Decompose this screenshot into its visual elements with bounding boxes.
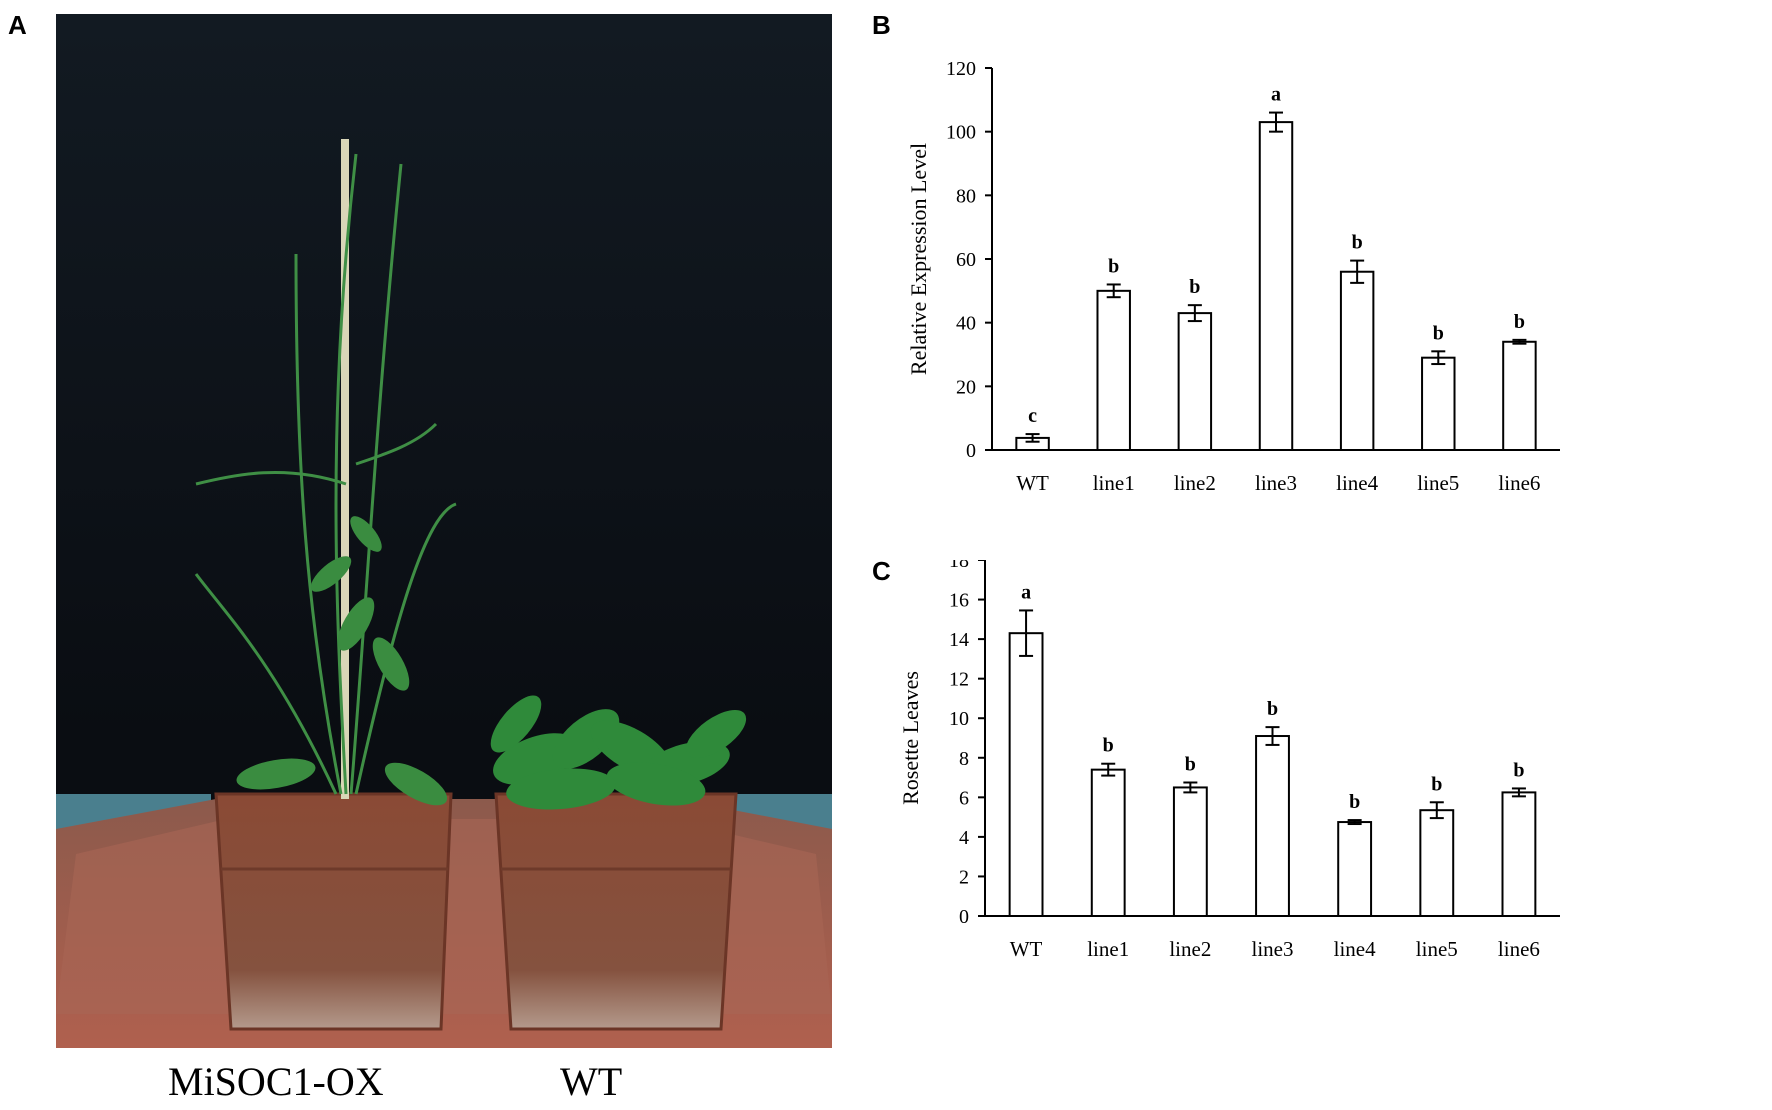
significance-label: b [1103, 735, 1114, 757]
x-tick-label: WT [1010, 937, 1043, 961]
x-tick-label: line6 [1498, 471, 1540, 495]
y-axis-label: Rosette Leaves [898, 671, 923, 805]
y-tick-label: 0 [959, 906, 969, 928]
y-tick-label: 8 [959, 748, 969, 770]
x-tick-label: line1 [1093, 471, 1135, 495]
significance-label: b [1433, 322, 1444, 344]
significance-label: c [1028, 405, 1037, 427]
x-tick-label: line6 [1498, 937, 1540, 961]
y-tick-label: 10 [949, 708, 969, 730]
caption-misoc1-ox: MiSOC1-OX [168, 1059, 384, 1104]
bar [1255, 735, 1290, 917]
significance-label: b [1513, 759, 1524, 781]
bar [1337, 821, 1373, 917]
x-tick-label: line2 [1169, 937, 1211, 961]
significance-label: b [1514, 311, 1525, 333]
significance-label: b [1189, 276, 1200, 298]
y-axis-label: Relative Expression Level [906, 143, 931, 375]
bar [1090, 768, 1126, 917]
chart-rosette-leaves: 0 2 4 6 8 10 12 14 16 18 Rosette Leaves a WT b line1 b l… [898, 560, 1560, 961]
y-tick-label: 100 [946, 122, 976, 144]
y-tick-label: 16 [949, 590, 969, 612]
x-tick-label: WT [1016, 471, 1049, 495]
bar [1421, 356, 1456, 451]
y-tick-label: 14 [949, 629, 969, 651]
x-tick-label: line2 [1174, 471, 1216, 495]
significance-label: a [1271, 84, 1281, 106]
caption-wt: WT [560, 1059, 623, 1104]
y-tick-label: 2 [959, 866, 969, 888]
y-tick-label: 40 [956, 313, 976, 335]
y-tick-label: 60 [956, 249, 976, 271]
chart-relative-expression: 0 20 40 60 80 100 120 Relative Expression Level… [906, 58, 1560, 495]
bar [1339, 270, 1375, 451]
y-tick-label: 18 [949, 560, 969, 572]
significance-label: b [1108, 255, 1119, 277]
bar [1501, 791, 1537, 917]
x-tick-label: line5 [1417, 471, 1459, 495]
y-tick-label: 4 [959, 827, 969, 849]
significance-label: b [1352, 232, 1363, 254]
bar [1258, 121, 1294, 451]
plant-photo [56, 14, 832, 1048]
y-tick-label: 6 [959, 787, 969, 809]
significance-label: b [1349, 791, 1360, 813]
bar [1096, 289, 1131, 451]
y-tick-label: 12 [949, 669, 969, 691]
x-tick-label: line3 [1255, 471, 1297, 495]
x-tick-label: line4 [1334, 937, 1376, 961]
x-tick-label: line1 [1087, 937, 1129, 961]
panel-label-b: B [872, 10, 891, 40]
significance-label: b [1431, 773, 1442, 795]
y-tick-label: 20 [956, 376, 976, 398]
y-tick-label: 0 [966, 440, 976, 462]
panel-label-c: C [872, 556, 891, 586]
bar [1502, 340, 1537, 451]
significance-label: a [1021, 581, 1031, 603]
bar [1419, 809, 1455, 917]
plant-photo-illustration [56, 14, 832, 1048]
bar [1177, 312, 1213, 451]
significance-label: b [1267, 698, 1278, 720]
x-tick-label: line5 [1416, 937, 1458, 961]
x-tick-label: line3 [1252, 937, 1294, 961]
panel-label-a: A [8, 10, 27, 40]
y-tick-label: 120 [946, 58, 976, 80]
bar [1008, 632, 1044, 918]
bar [1172, 786, 1208, 917]
y-tick-label: 80 [956, 185, 976, 207]
significance-label: b [1185, 754, 1196, 776]
x-tick-label: line4 [1336, 471, 1378, 495]
